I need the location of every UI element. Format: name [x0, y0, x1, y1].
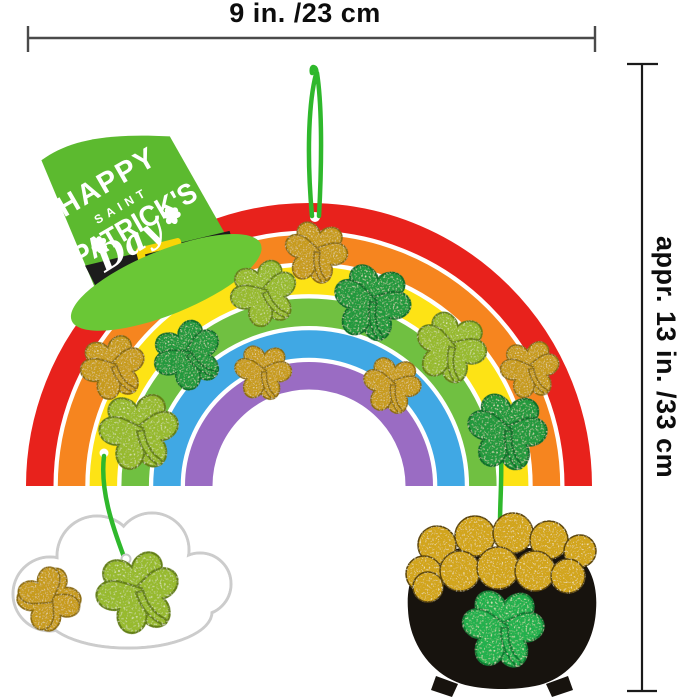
gold-coin	[550, 558, 586, 594]
width-dimension-label: 9 in. /23 cm	[229, 0, 381, 28]
hole-bottom-left	[99, 448, 109, 458]
gold-coin	[476, 546, 520, 590]
pot-foot-right	[546, 676, 573, 697]
string-right	[497, 453, 504, 527]
gold-coin	[439, 550, 481, 592]
string-left	[101, 453, 127, 560]
gold-coin	[412, 571, 444, 603]
rainbow-arc-5	[185, 362, 433, 487]
string-top-loop	[306, 64, 324, 219]
height-dimension-line	[627, 62, 658, 693]
leprechaun-hat: HAPPY SAINT PATRICK'S Day	[41, 135, 262, 331]
gold-coins	[405, 512, 597, 603]
pot-foot-left	[431, 676, 458, 697]
hat-brim	[70, 234, 262, 331]
height-dimension-label: appr. 13 in. /33 cm	[651, 236, 679, 479]
width-dimension-line	[26, 26, 597, 52]
gold-coin	[514, 550, 556, 592]
rainbow-arc-4	[153, 330, 465, 487]
